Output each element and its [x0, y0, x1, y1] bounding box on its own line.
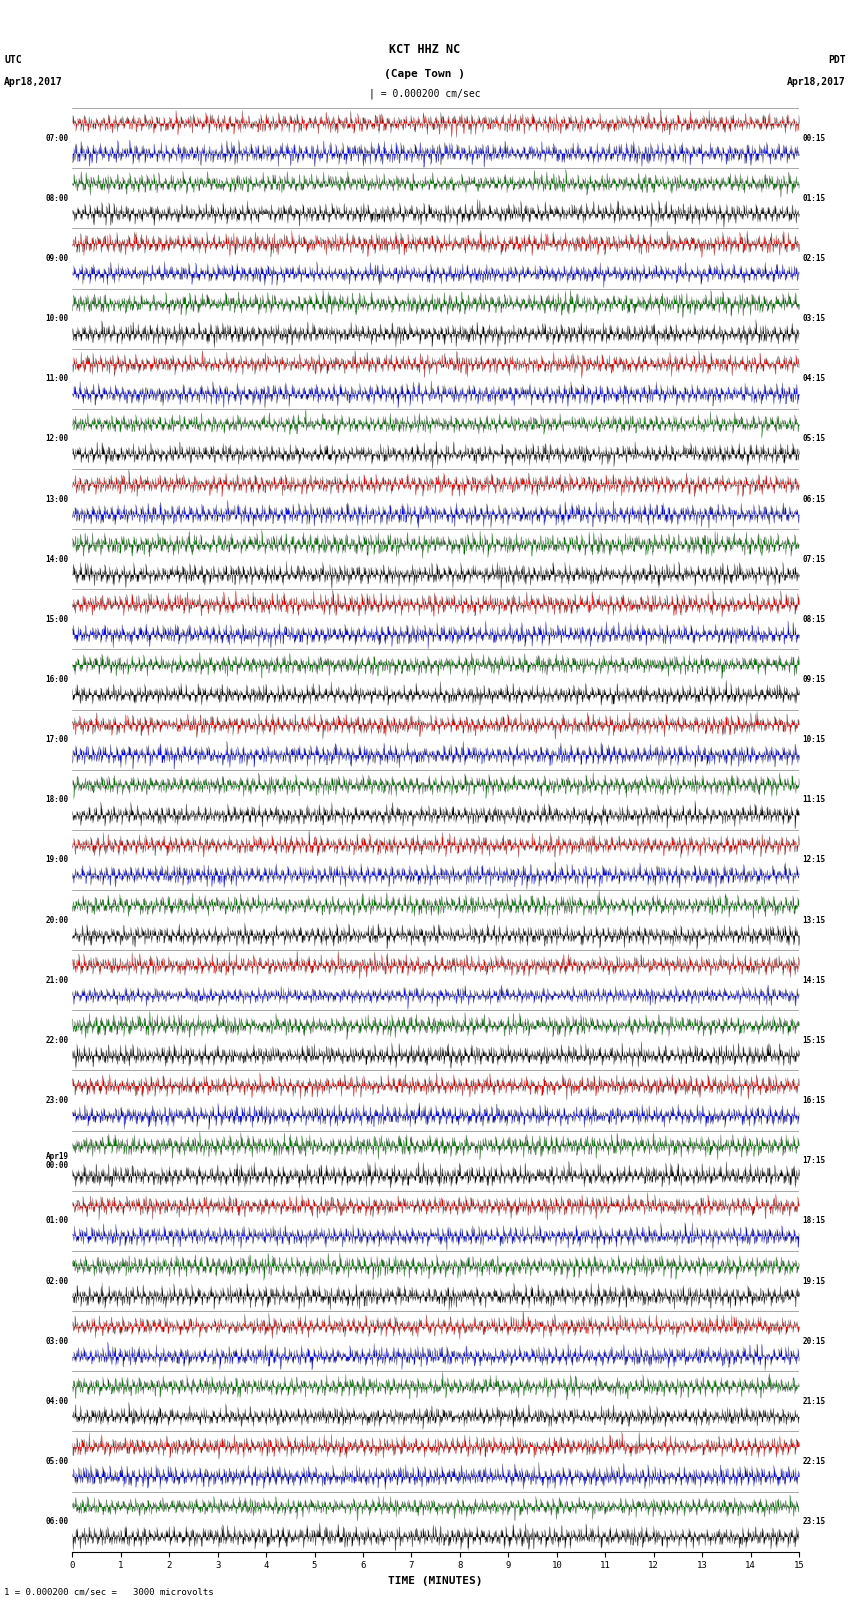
Text: Apr18,2017: Apr18,2017 [787, 77, 846, 87]
Text: 18:15: 18:15 [802, 1216, 825, 1226]
Text: 19:00: 19:00 [46, 855, 69, 865]
Text: 05:00: 05:00 [46, 1457, 69, 1466]
Text: 08:15: 08:15 [802, 615, 825, 624]
Text: 21:00: 21:00 [46, 976, 69, 986]
Text: 17:15: 17:15 [802, 1157, 825, 1165]
Text: 14:00: 14:00 [46, 555, 69, 563]
Text: 10:15: 10:15 [802, 736, 825, 744]
Text: 22:15: 22:15 [802, 1457, 825, 1466]
Text: 15:15: 15:15 [802, 1036, 825, 1045]
Text: 14:15: 14:15 [802, 976, 825, 986]
Text: Apr18,2017: Apr18,2017 [4, 77, 63, 87]
Text: 23:00: 23:00 [46, 1097, 69, 1105]
Text: 04:15: 04:15 [802, 374, 825, 384]
Text: 11:00: 11:00 [46, 374, 69, 384]
Text: 08:00: 08:00 [46, 194, 69, 203]
Text: 13:15: 13:15 [802, 916, 825, 924]
Text: (Cape Town ): (Cape Town ) [384, 69, 466, 79]
Text: 12:00: 12:00 [46, 434, 69, 444]
Text: 03:15: 03:15 [802, 315, 825, 323]
Text: 07:15: 07:15 [802, 555, 825, 563]
Text: 10:00: 10:00 [46, 315, 69, 323]
Text: 00:15: 00:15 [802, 134, 825, 142]
Text: 02:00: 02:00 [46, 1276, 69, 1286]
Text: 02:15: 02:15 [802, 253, 825, 263]
Text: 21:15: 21:15 [802, 1397, 825, 1407]
Text: 16:15: 16:15 [802, 1097, 825, 1105]
Text: 1 = 0.000200 cm/sec =   3000 microvolts: 1 = 0.000200 cm/sec = 3000 microvolts [4, 1587, 214, 1597]
Text: 20:15: 20:15 [802, 1337, 825, 1345]
Text: 20:00: 20:00 [46, 916, 69, 924]
Text: Apr19: Apr19 [46, 1152, 69, 1161]
Text: 17:00: 17:00 [46, 736, 69, 744]
Text: 23:15: 23:15 [802, 1518, 825, 1526]
Text: KCT HHZ NC: KCT HHZ NC [389, 44, 461, 56]
Text: PDT: PDT [828, 55, 846, 65]
Text: 03:00: 03:00 [46, 1337, 69, 1345]
Text: 09:00: 09:00 [46, 253, 69, 263]
Text: 01:15: 01:15 [802, 194, 825, 203]
Text: 04:00: 04:00 [46, 1397, 69, 1407]
Text: 13:00: 13:00 [46, 495, 69, 503]
Text: 18:00: 18:00 [46, 795, 69, 805]
Text: 11:15: 11:15 [802, 795, 825, 805]
Text: | = 0.000200 cm/sec: | = 0.000200 cm/sec [369, 89, 481, 100]
Text: 15:00: 15:00 [46, 615, 69, 624]
Text: 09:15: 09:15 [802, 674, 825, 684]
Text: 22:00: 22:00 [46, 1036, 69, 1045]
Text: 05:15: 05:15 [802, 434, 825, 444]
X-axis label: TIME (MINUTES): TIME (MINUTES) [388, 1576, 483, 1586]
Text: 19:15: 19:15 [802, 1276, 825, 1286]
Text: 06:00: 06:00 [46, 1518, 69, 1526]
Text: 00:00: 00:00 [46, 1161, 69, 1169]
Text: UTC: UTC [4, 55, 22, 65]
Text: 01:00: 01:00 [46, 1216, 69, 1226]
Text: 06:15: 06:15 [802, 495, 825, 503]
Text: 16:00: 16:00 [46, 674, 69, 684]
Text: 12:15: 12:15 [802, 855, 825, 865]
Text: 07:00: 07:00 [46, 134, 69, 142]
